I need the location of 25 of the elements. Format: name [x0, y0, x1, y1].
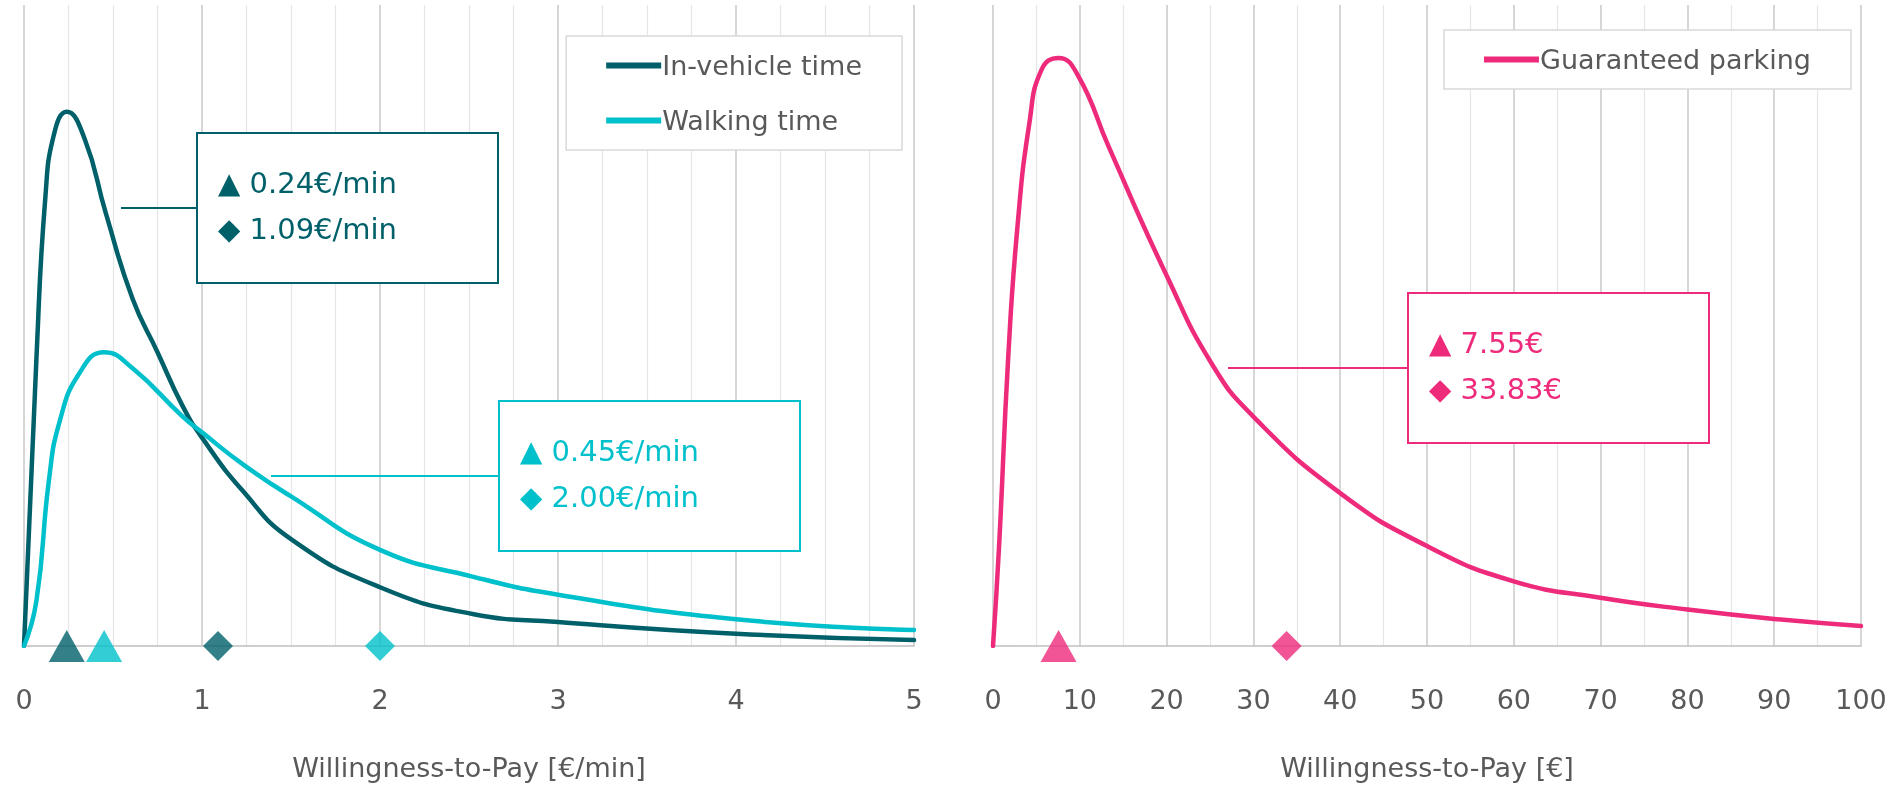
- x-tick-label: 100: [1835, 684, 1887, 715]
- x-tick-label: 10: [1062, 684, 1097, 715]
- x-tick-label: 90: [1757, 684, 1792, 715]
- x-tick-label: 3: [549, 684, 567, 715]
- x-tick-label: 4: [727, 684, 745, 715]
- legend-label: In-vehicle time: [662, 50, 863, 81]
- x-tick-label: 20: [1149, 684, 1184, 715]
- x-tick-label: 80: [1670, 684, 1705, 715]
- annotation: ▲ 0.45€/min ◆ 2.00€/min: [520, 433, 699, 516]
- annotation: ▲ 7.55€ ◆ 33.83€: [1429, 325, 1562, 408]
- x-tick-label: 30: [1236, 684, 1271, 715]
- x-tick-label: 1: [193, 684, 211, 715]
- x-tick-label: 70: [1583, 684, 1618, 715]
- legend-label: Guaranteed parking: [1539, 44, 1812, 75]
- x-tick-label: 60: [1496, 684, 1531, 715]
- x-tick-label: 40: [1323, 684, 1358, 715]
- x-tick-label: 50: [1409, 684, 1445, 715]
- annotation: ▲ 0.24€/min ◆ 1.09€/min: [218, 165, 397, 248]
- x-tick-label: 0: [984, 684, 1002, 715]
- x-tick-label: 5: [905, 684, 923, 715]
- x-tick-label: 2: [371, 684, 389, 715]
- x-tick-label: 0: [15, 684, 33, 715]
- x-axis-title: Willingness-to-Pay [€/min]: [292, 752, 646, 783]
- x-axis-title: Willingness-to-Pay [€]: [1280, 752, 1574, 783]
- legend-label: Walking time: [662, 105, 839, 136]
